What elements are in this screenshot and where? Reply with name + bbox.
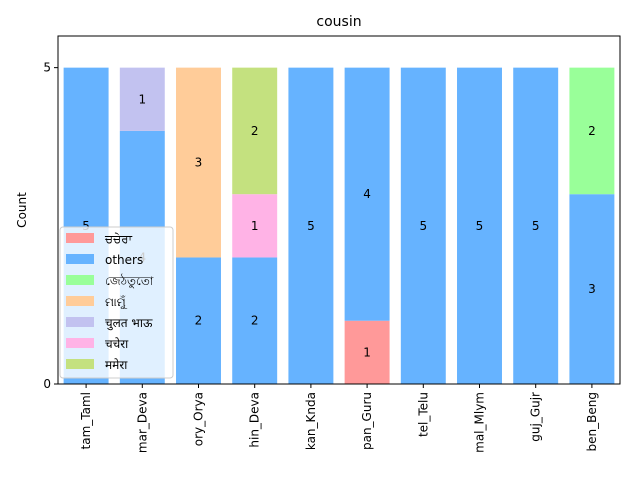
legend-label: ମାମୁଁ — [105, 294, 128, 310]
chart-title: cousin — [316, 14, 361, 30]
bar-value-label: 1 — [363, 345, 371, 359]
bar-value-label: 5 — [532, 219, 540, 233]
legend-swatch — [66, 359, 94, 369]
x-axis-ticks: tam_Taml mar_Deva ory_Orya hin_Deva kan_Knda… — [79, 384, 599, 453]
bar-segment-guj_Gujr-series-1 — [513, 67, 559, 384]
x-tick-label: guj_Gujr — [529, 392, 543, 442]
plot-frame — [57, 35, 621, 385]
bar-value-label: 4 — [363, 187, 371, 201]
legend-swatch — [66, 275, 94, 285]
x-tick-label: kan_Knda — [304, 392, 318, 450]
legend-label: others — [105, 253, 143, 267]
x-tick-label: tel_Telu — [416, 392, 430, 437]
bar-value-label: 3 — [195, 156, 203, 170]
bar-value-label: 5 — [307, 219, 315, 233]
bar-segment-ben_Beng-series-1 — [569, 194, 615, 384]
bar-segment-hin_Deva-series-5 — [232, 194, 278, 258]
bar-value-labels: 5412321251455532 — [82, 92, 595, 359]
bar-value-label: 1 — [251, 219, 259, 233]
y-axis-ticks: 05 — [43, 61, 58, 391]
y-tick-label: 5 — [43, 61, 51, 75]
y-tick-label: 0 — [43, 377, 51, 391]
bar-segment-ory_Orya-series-3 — [176, 67, 221, 258]
bar-value-label: 3 — [588, 282, 596, 296]
legend: ਚਚੇਰਾ others জেঠতুতো ମାମୁଁ चुलत भाऊ चचेरा ममेर… — [59, 226, 174, 379]
bars-layer — [63, 67, 615, 384]
bar-segment-mar_Deva-series-4 — [119, 67, 165, 131]
legend-label: জেঠতুতো — [105, 274, 154, 289]
bar-segment-kan_Knda-series-1 — [288, 67, 334, 384]
legend-label: चुलत भाऊ — [105, 316, 153, 331]
x-tick-label: ory_Orya — [192, 392, 206, 446]
legend-swatch — [66, 338, 94, 348]
x-tick-label: pan_Guru — [360, 392, 374, 450]
bar-value-label: 2 — [588, 124, 596, 138]
axes — [57, 35, 621, 385]
bar-value-label: 2 — [251, 124, 259, 138]
legend-swatch — [66, 296, 94, 306]
legend-label: चचेरा — [105, 337, 129, 351]
legend-swatch — [66, 233, 94, 243]
bar-segment-pan_Guru-series-0 — [344, 320, 390, 384]
x-tick-label: ben_Beng — [585, 392, 599, 451]
legend-label: ਚਚੇਰਾ — [104, 232, 133, 246]
bar-value-label: 2 — [251, 314, 259, 328]
legend-swatch — [66, 317, 94, 327]
bar-value-label: 2 — [195, 314, 203, 328]
bar-segment-tel_Telu-series-1 — [400, 67, 446, 384]
x-tick-label: tam_Taml — [79, 392, 93, 449]
x-tick-label: mal_Mlym — [473, 392, 487, 453]
x-tick-label: hin_Deva — [248, 392, 262, 448]
bar-value-label: 5 — [82, 219, 90, 233]
y-axis-label: Count — [15, 192, 29, 228]
bar-segment-hin_Deva-series-1 — [232, 257, 278, 384]
bar-value-label: 5 — [419, 219, 427, 233]
bar-segment-pan_Guru-series-1 — [344, 67, 390, 321]
bar-value-label: 5 — [476, 219, 484, 233]
legend-swatch — [66, 254, 94, 264]
bar-segment-hin_Deva-series-6 — [232, 67, 278, 195]
bar-segment-mal_Mlym-series-1 — [457, 67, 502, 384]
legend-label: ममेरा — [105, 358, 128, 372]
bar-segment-ben_Beng-series-2 — [569, 67, 615, 195]
x-tick-label: mar_Deva — [135, 392, 149, 453]
bar-value-label: 1 — [138, 92, 146, 106]
bar-segment-ory_Orya-series-1 — [176, 257, 221, 384]
